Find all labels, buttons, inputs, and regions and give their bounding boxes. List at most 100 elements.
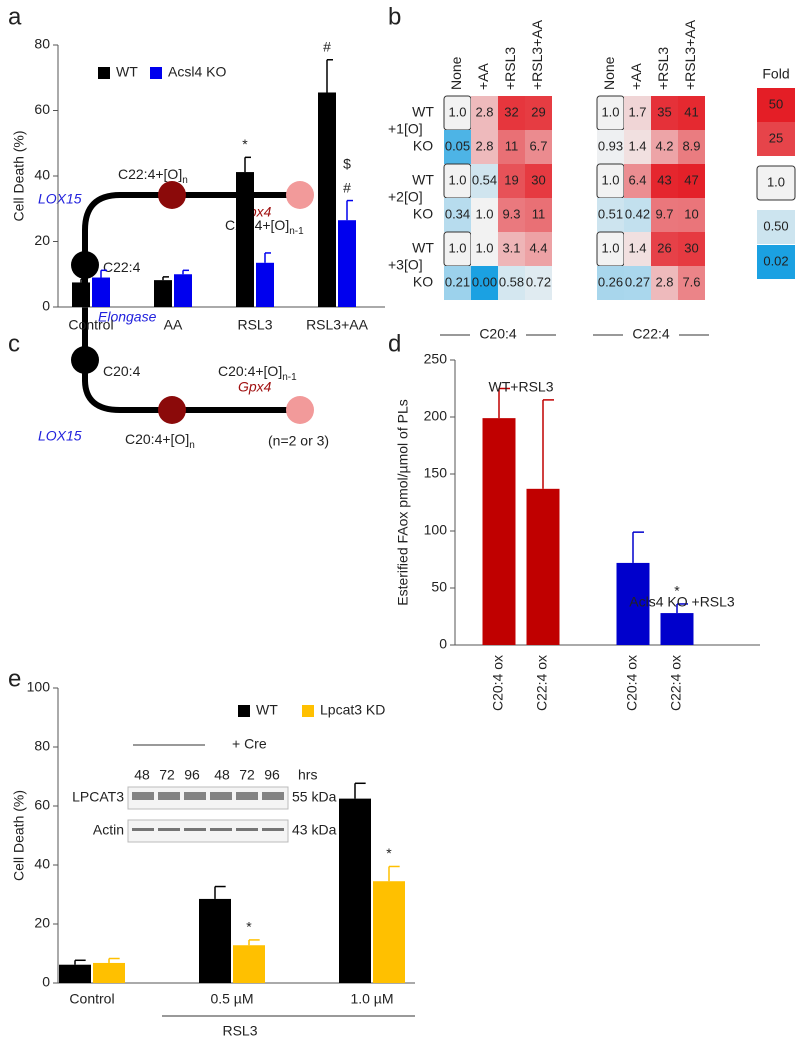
- bar: [373, 881, 405, 983]
- cell-label: 43: [657, 172, 671, 187]
- heat-cell: [498, 96, 525, 130]
- band-name: LPCAT3: [72, 789, 124, 805]
- column-label: +RSL3+AA: [529, 19, 545, 90]
- x-tick-label: RSL3+AA: [306, 317, 369, 333]
- heat-cell: [651, 232, 678, 266]
- heat-cell: [444, 198, 471, 232]
- enzyme-label: LOX15: [38, 191, 82, 207]
- x-tick-label: C20:4 ox: [490, 655, 506, 711]
- heat-cell: [471, 96, 498, 130]
- cell-label: 1.0: [601, 172, 619, 187]
- colorbar-label: 0.50: [763, 218, 788, 233]
- heat-cell: [471, 130, 498, 164]
- band-size: 55 kDa: [292, 789, 337, 805]
- cell-label: 0.05: [445, 138, 470, 153]
- cell-label: 1.0: [448, 240, 466, 255]
- cell-label: 1.0: [448, 172, 466, 187]
- cell-label: 41: [684, 104, 698, 119]
- blot-band: [184, 792, 206, 800]
- bar: [256, 262, 274, 307]
- heat-cell: [525, 266, 552, 300]
- heat-cell: [444, 130, 471, 164]
- node: [286, 181, 314, 209]
- cell-label: 6.7: [529, 138, 547, 153]
- y-axis-title: Esterified FAox pmol/µmol of PLs: [395, 399, 411, 605]
- time-label: 72: [239, 767, 255, 783]
- y-tick-label: 100: [424, 522, 448, 538]
- colorbar-cell: [757, 210, 795, 244]
- time-label: 48: [214, 767, 230, 783]
- cell-label: 0.51: [598, 206, 623, 221]
- row-label: WT: [412, 172, 434, 188]
- heat-cell: [678, 164, 705, 198]
- pathway-line: [82, 360, 300, 413]
- y-tick-label: 80: [34, 738, 50, 754]
- bar: [482, 418, 516, 645]
- node-label: C20:4: [103, 363, 141, 379]
- cell-label: 10: [684, 206, 698, 221]
- node: [286, 396, 314, 424]
- column-group-label: C20:4: [479, 326, 517, 342]
- cell-label: 0.93: [598, 138, 623, 153]
- cell-label: 30: [684, 240, 698, 255]
- heat-cell: [624, 198, 651, 232]
- x-tick-label: C20:4 ox: [624, 655, 640, 711]
- group-label: WT+RSL3: [489, 379, 554, 395]
- cell-label: 1.0: [601, 104, 619, 119]
- y-tick-label: 250: [424, 351, 448, 367]
- cell-label: 4.2: [655, 138, 673, 153]
- heat-cell: [678, 266, 705, 300]
- bar: [338, 220, 356, 307]
- column-label: +RSL3: [502, 47, 518, 90]
- heat-cell: [471, 164, 498, 198]
- heat-cell: [471, 198, 498, 232]
- cell-label: 29: [531, 104, 545, 119]
- y-tick-label: 150: [424, 465, 448, 481]
- node: [71, 251, 99, 279]
- blot-band: [262, 792, 284, 800]
- blot-band: [236, 792, 258, 800]
- legend-label: WT: [116, 64, 138, 80]
- heat-cell: [597, 130, 624, 164]
- heat-cell: [651, 198, 678, 232]
- annotation: *: [242, 136, 248, 152]
- y-tick-label: 0: [42, 974, 50, 990]
- cell-label: 0.54: [472, 172, 497, 187]
- cell-label: 47: [684, 172, 698, 187]
- x-tick-label: RSL3: [237, 317, 272, 333]
- blot-band: [132, 792, 154, 800]
- colorbar-cell: [756, 165, 796, 201]
- cell-label: 0.00: [472, 274, 497, 289]
- pathway-diagram: C22:4 C20:4 C22:4+[O]n C22:4+[O] n-1 C20:…: [38, 166, 329, 451]
- cell-label: 11: [532, 206, 546, 221]
- node-text: C22:4+[O]: [118, 166, 182, 182]
- x-tick-label: C22:4 ox: [668, 655, 684, 711]
- bar: [526, 488, 560, 645]
- y-tick-label: 20: [34, 232, 50, 248]
- row-label: KO: [413, 274, 433, 290]
- heat-cell: [624, 232, 651, 266]
- annotation: *: [674, 583, 680, 599]
- column-label: +RSL3: [655, 47, 671, 90]
- heat-cell: [525, 130, 552, 164]
- cell-label: 1.0: [475, 206, 493, 221]
- bar: [93, 962, 125, 983]
- legend-label: Acsl4 KO: [168, 64, 226, 80]
- colorbar-label: 25: [769, 130, 783, 145]
- annotation: *: [246, 919, 252, 935]
- row-label: WT: [412, 104, 434, 120]
- cell-label: 0.34: [445, 206, 470, 221]
- row-label: KO: [413, 138, 433, 154]
- legend-label: Lpcat3 KD: [320, 702, 385, 718]
- bar: [92, 277, 110, 307]
- annotation: #: [343, 179, 351, 195]
- x-tick-label: 1.0 µM: [350, 991, 393, 1007]
- column-label: +AA: [475, 62, 491, 90]
- annotation: $: [343, 155, 351, 171]
- column-label: None: [601, 56, 617, 90]
- band-name: Actin: [93, 822, 124, 838]
- colorbar-cell: [757, 245, 795, 279]
- blot-band: [236, 828, 258, 831]
- time-label: 72: [159, 767, 175, 783]
